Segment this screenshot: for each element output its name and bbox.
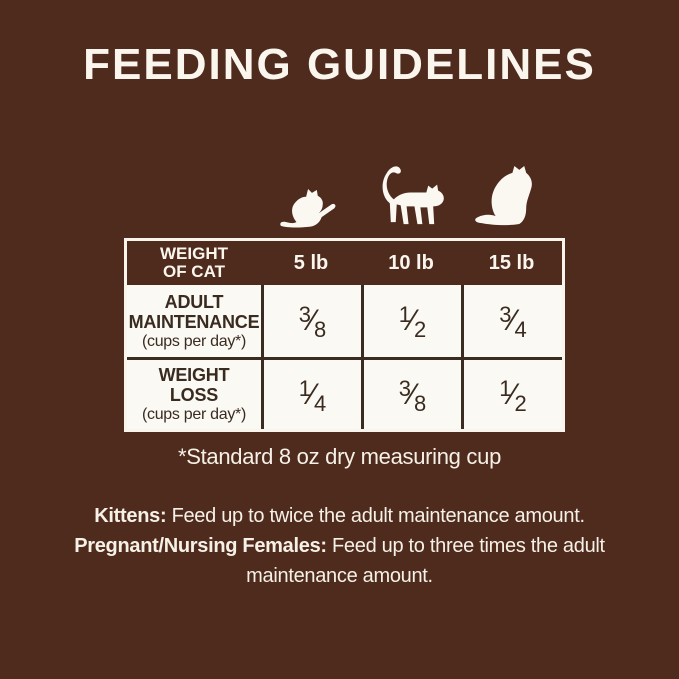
feeding-notes: Kittens: Feed up to twice the adult main… — [0, 501, 679, 591]
weight-of-cat-header: WEIGHT OF CAT — [159, 244, 228, 281]
kittens-note: Kittens: Feed up to twice the adult main… — [94, 505, 585, 527]
serving-fraction: 1⁄4 — [298, 375, 327, 416]
cell-adult-15lb: 3⁄4 — [461, 285, 562, 357]
col-header-5lb: 5 lb — [293, 252, 329, 274]
medium-cat-icon — [382, 166, 444, 225]
large-cat-icon — [475, 165, 532, 226]
small-cat-icon — [280, 189, 336, 228]
page-title: FEEDING GUIDELINES — [83, 40, 596, 89]
cell-adult-5lb: 3⁄8 — [260, 285, 361, 357]
cell-loss-5lb: 1⁄4 — [260, 360, 361, 429]
cell-loss-10lb: 3⁄8 — [361, 360, 461, 429]
cell-adult-10lb: 1⁄2 — [361, 285, 461, 357]
feeding-table: WEIGHT OF CAT 5 lb 10 lb 15 lb ADULT MAI… — [124, 238, 565, 432]
row-adult-maintenance: ADULT MAINTENANCE (cups per day*) 3⁄8 1⁄… — [127, 285, 562, 357]
cell-loss-15lb: 1⁄2 — [461, 360, 562, 429]
measuring-cup-footnote: *Standard 8 oz dry measuring cup — [177, 444, 502, 469]
serving-fraction: 1⁄2 — [398, 302, 427, 342]
pregnant-nursing-note: Pregnant/Nursing Females: Feed up to thr… — [74, 535, 605, 587]
serving-fraction: 3⁄4 — [499, 302, 527, 342]
serving-fraction: 3⁄8 — [298, 302, 327, 342]
serving-fraction: 3⁄8 — [398, 375, 427, 416]
col-header-10lb: 10 lb — [388, 252, 434, 274]
row-weight-loss: WEIGHT LOSS (cups per day*) 1⁄4 3⁄8 1⁄2 — [127, 357, 562, 429]
row-label-adult-maintenance: ADULT MAINTENANCE (cups per day*) — [128, 291, 260, 350]
serving-fraction: 1⁄2 — [499, 375, 527, 416]
col-header-15lb: 15 lb — [488, 252, 535, 274]
table-header-row: WEIGHT OF CAT 5 lb 10 lb 15 lb — [127, 241, 562, 285]
row-label-weight-loss: WEIGHT LOSS (cups per day*) — [141, 365, 246, 423]
